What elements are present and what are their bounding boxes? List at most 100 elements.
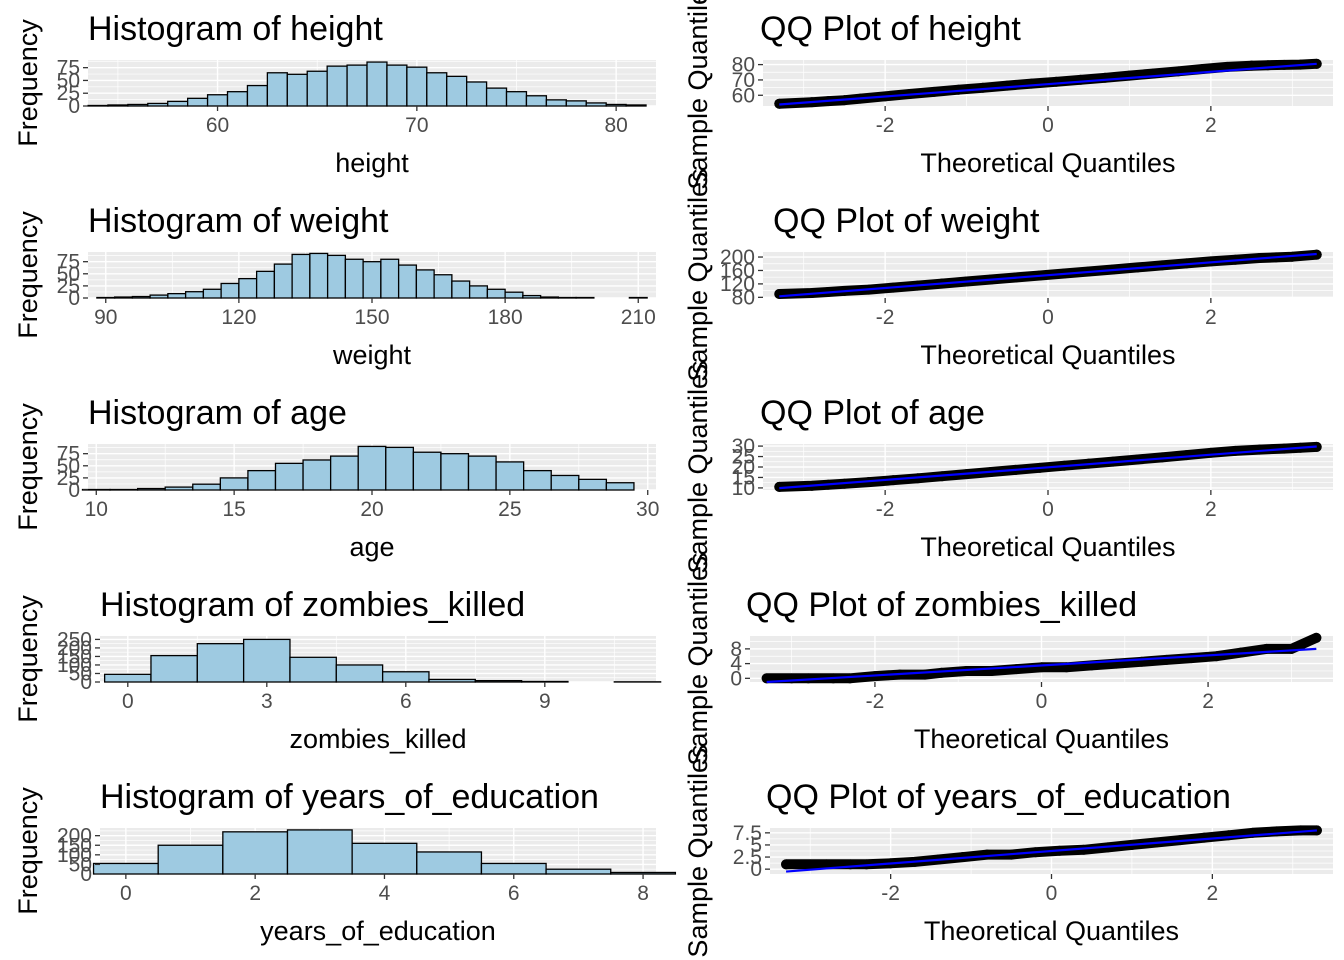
qq-reference-line	[779, 62, 1317, 106]
y-axis-title: Sample Quantiles	[683, 168, 713, 381]
histogram-bar	[545, 868, 612, 875]
y-axis-title: Sample Quantiles	[683, 744, 713, 957]
y-tick-label: 70	[732, 69, 755, 92]
histogram-bar	[202, 288, 222, 299]
histogram-bar	[520, 680, 569, 683]
histogram-bar	[433, 274, 453, 299]
histogram-bar	[222, 831, 289, 875]
y-tick-label: 4	[730, 653, 742, 676]
x-axis-title: Theoretical Quantiles	[924, 916, 1179, 946]
qq-point	[1161, 654, 1172, 665]
y-tick-label: 15	[732, 466, 755, 489]
x-tick-label: -2	[881, 882, 900, 905]
qq-point	[1036, 662, 1047, 673]
x-tick-label: 0	[1036, 690, 1048, 713]
x-tick-label: 20	[360, 498, 383, 521]
histogram-bar	[366, 61, 388, 107]
x-tick-label: 30	[636, 498, 659, 521]
histogram-bar	[346, 64, 368, 107]
chart-title: Histogram of age	[88, 394, 347, 432]
qq-point	[1199, 832, 1210, 843]
y-tick-label: 60	[732, 84, 755, 107]
histogram-bar	[351, 842, 418, 875]
histogram-bar	[466, 81, 488, 107]
y-tick-label: 80	[732, 54, 755, 77]
qq-reference-line	[786, 829, 1317, 873]
histogram-bar	[147, 102, 169, 107]
x-tick-label: 2	[1205, 306, 1217, 329]
histogram-bar	[523, 469, 552, 491]
y-tick-label: 2.5	[733, 846, 762, 869]
histogram-bar	[103, 673, 152, 683]
x-tick-label: 90	[94, 306, 117, 329]
qq-point	[805, 859, 816, 870]
histogram-bar	[362, 261, 382, 299]
qq-point	[803, 673, 814, 684]
y-tick-label: 50	[57, 69, 80, 92]
qq-point	[1026, 78, 1037, 89]
y-tick-label: 120	[720, 273, 755, 296]
y-tick-label: 75	[57, 251, 80, 274]
x-tick-label: -2	[876, 306, 895, 329]
y-tick-label: 8	[730, 638, 742, 661]
y-tick-label: 0	[68, 287, 80, 310]
chart-title: QQ Plot of years_of_education	[766, 778, 1231, 816]
histogram-bar	[87, 104, 109, 107]
y-tick-label: 75	[57, 443, 80, 466]
histogram-bar	[309, 252, 329, 299]
histogram-bar	[186, 97, 209, 107]
qq-point	[1075, 74, 1086, 85]
histogram-bar	[242, 638, 291, 683]
histogram-bar	[605, 103, 627, 107]
histogram-bar	[286, 829, 353, 875]
x-tick-label: -2	[876, 114, 895, 137]
histogram-bar	[381, 671, 430, 683]
histogram-bar	[167, 292, 187, 299]
y-tick-label: 250	[57, 628, 92, 651]
histogram-bar	[92, 862, 159, 875]
y-tick-label: 7.5	[733, 822, 762, 845]
x-tick-label: 210	[621, 306, 656, 329]
histogram-bar	[380, 258, 400, 299]
histogram-bar	[255, 270, 276, 299]
histogram-bar	[302, 459, 332, 491]
x-tick-label: 180	[488, 306, 523, 329]
histogram-bar	[467, 455, 497, 491]
y-tick-label: 150	[57, 834, 92, 857]
histogram-bar	[238, 277, 258, 299]
histogram-bar	[326, 254, 347, 299]
y-tick-label: 50	[57, 263, 80, 286]
histogram-bar	[550, 474, 580, 491]
histogram-bar	[344, 258, 364, 299]
x-tick-label: 10	[85, 498, 108, 521]
histogram-bar	[206, 94, 229, 107]
histogram-bar	[578, 478, 608, 491]
histogram-bar	[150, 654, 198, 683]
y-axis-title: Frequency	[13, 787, 43, 915]
histogram-bar	[326, 65, 348, 107]
x-tick-label: 120	[221, 306, 256, 329]
x-tick-label: 25	[498, 498, 521, 521]
x-tick-label: 2	[249, 882, 261, 905]
x-axis-title: years_of_education	[260, 916, 496, 946]
histogram-bar	[196, 643, 245, 683]
x-tick-label: 2	[1205, 114, 1217, 137]
qq-point	[1100, 72, 1110, 83]
histogram-bar	[357, 445, 387, 491]
qq-point	[1002, 80, 1013, 91]
qq-point	[1311, 58, 1322, 69]
y-tick-label: 25	[57, 82, 80, 105]
x-axis-title: age	[349, 532, 394, 562]
y-axis-title: Frequency	[13, 19, 43, 147]
qq-point	[936, 667, 947, 678]
x-tick-label: 0	[122, 690, 134, 713]
histogram-bar	[329, 455, 359, 491]
x-tick-label: -2	[876, 498, 895, 521]
histogram-bar	[428, 678, 476, 683]
y-tick-label: 75	[57, 57, 80, 80]
x-tick-label: 70	[405, 114, 428, 137]
